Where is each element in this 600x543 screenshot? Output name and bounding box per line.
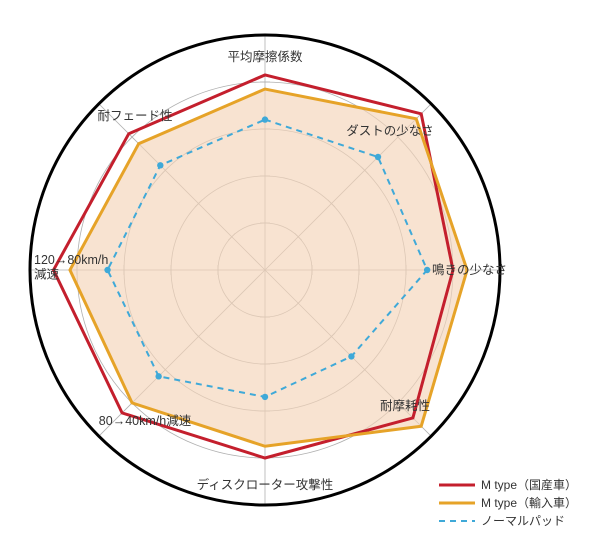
series-marker <box>157 162 163 168</box>
axis-label: 耐摩耗性 <box>380 398 430 413</box>
axis-label: 耐フェード性 <box>97 109 172 123</box>
legend-label: M type（国産車） <box>481 477 577 492</box>
axis-label: ディスクローター攻撃性 <box>197 477 334 492</box>
legend-label: M type（輸入車） <box>481 495 577 510</box>
series-marker <box>348 353 354 359</box>
legend-label: ノーマルパッド <box>481 514 565 528</box>
series-marker <box>262 116 268 122</box>
axis-label: ダストの少なさ <box>346 123 434 138</box>
series-marker <box>155 373 161 379</box>
axis-label: 平均摩擦係数 <box>227 49 303 64</box>
axis-label: 鳴きの少なさ <box>432 263 507 277</box>
series-marker <box>424 267 430 273</box>
series-marker <box>104 267 110 273</box>
axis-label: 80→40km/h減速 <box>99 413 192 428</box>
radar-chart: 平均摩擦係数ダストの少なさ鳴きの少なさ耐摩耗性ディスクローター攻撃性 80→40k… <box>0 0 600 543</box>
series-marker <box>375 154 381 160</box>
series-marker <box>262 394 268 400</box>
